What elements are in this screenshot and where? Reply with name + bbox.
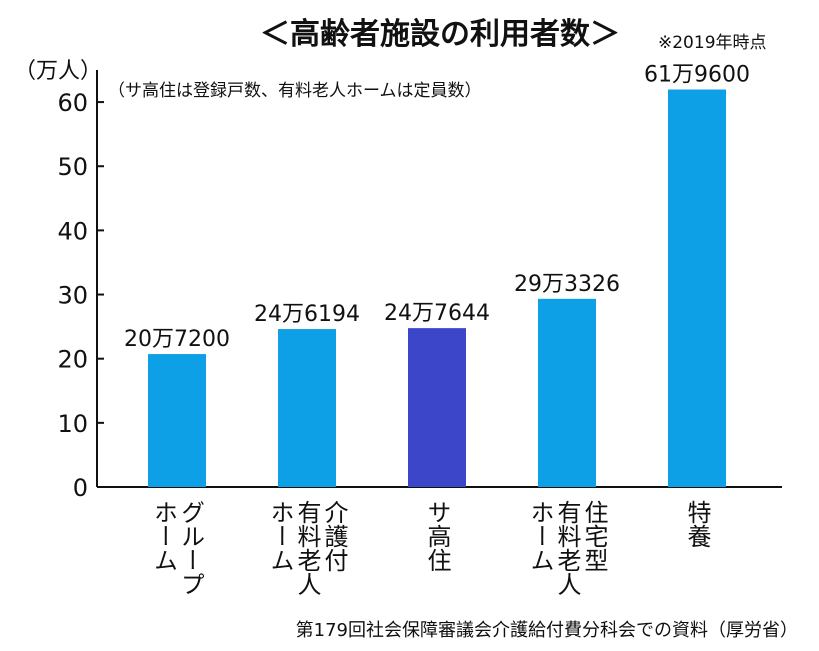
x-tick-label: グループ bbox=[177, 500, 205, 596]
bar bbox=[278, 329, 336, 487]
chart-title: ＜高齢者施設の利用者数＞ bbox=[260, 17, 620, 52]
value-label: 24万6194 bbox=[254, 302, 360, 327]
y-tick-label: 20 bbox=[57, 346, 88, 374]
bar bbox=[408, 328, 466, 487]
y-tick-label: 40 bbox=[57, 217, 88, 245]
x-tick-label: サ高住 bbox=[423, 500, 451, 572]
x-tick-label: ホーム bbox=[150, 500, 178, 572]
x-tick-label: 介護付 bbox=[320, 500, 348, 572]
bar bbox=[668, 89, 726, 487]
note: ※2019年時点 bbox=[658, 33, 767, 53]
x-tick-label: 有料老人 bbox=[553, 500, 581, 596]
value-label: 61万9600 bbox=[644, 63, 750, 88]
x-tick-label: ホーム bbox=[266, 500, 294, 572]
value-label: 29万3326 bbox=[514, 272, 620, 297]
x-tick-label: 住宅型 bbox=[580, 500, 608, 572]
y-tick-label: 60 bbox=[57, 89, 88, 117]
value-label: 20万7200 bbox=[124, 327, 230, 352]
y-tick-label: 0 bbox=[73, 474, 88, 502]
y-tick-label: 10 bbox=[57, 410, 88, 438]
x-tick-label: 有料老人 bbox=[293, 500, 321, 596]
bar bbox=[538, 298, 596, 487]
bar bbox=[148, 354, 206, 487]
y-tick-label: 50 bbox=[57, 153, 88, 181]
subtitle: （サ高住は登録戸数、有料老人ホームは定員数） bbox=[108, 81, 482, 101]
y-tick-label: 30 bbox=[57, 282, 88, 310]
source: 第179回社会保障審議会介護給付費分科会での資料（厚労省） bbox=[296, 620, 798, 641]
x-tick-label: ホーム bbox=[526, 500, 554, 572]
x-tick-label: 特養 bbox=[683, 500, 711, 548]
y-axis-label: （万人） bbox=[14, 59, 102, 84]
value-label: 24万7644 bbox=[384, 301, 490, 326]
